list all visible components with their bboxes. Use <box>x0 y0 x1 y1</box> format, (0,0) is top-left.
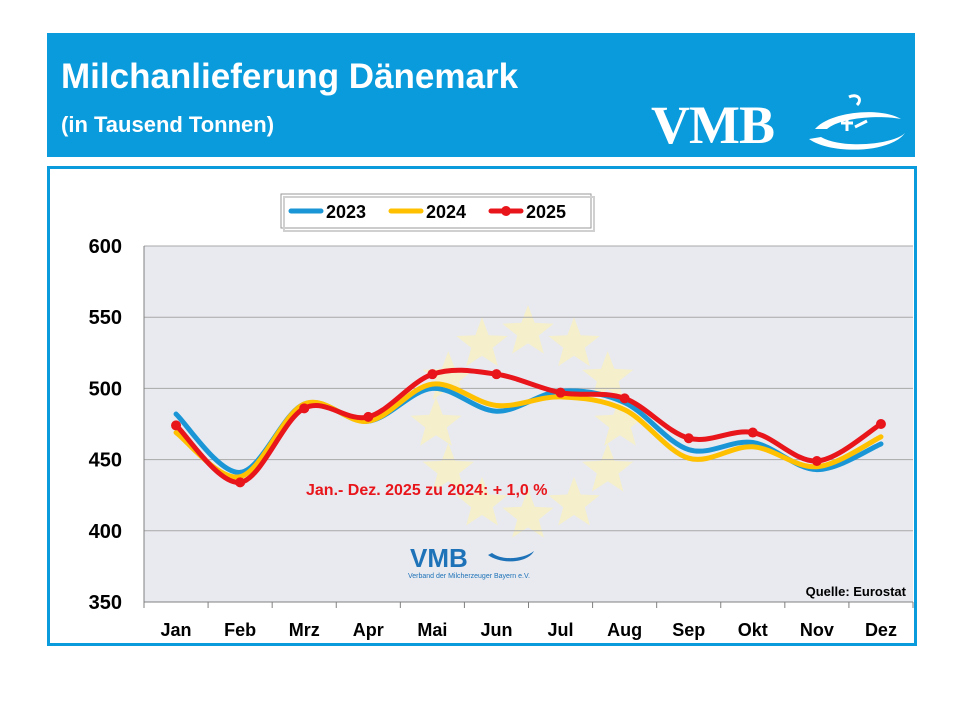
data-point-2025 <box>427 369 438 380</box>
page-title: Milchanlieferung Dänemark <box>61 57 519 96</box>
legend: 2023 2024 2025 <box>280 193 595 232</box>
watermark-tagline: Verband der Milcherzeuger Bayern e.V. <box>408 573 530 580</box>
x-tick-label: Mai <box>417 620 447 640</box>
eu-star-icon <box>594 397 646 446</box>
eu-star-icon <box>422 351 474 400</box>
x-tick-label: Mrz <box>289 620 320 640</box>
x-tick-label: Dez <box>865 620 897 640</box>
legend-label-2024: 2024 <box>426 202 466 222</box>
y-tick-label: 450 <box>89 450 122 472</box>
eu-star-icon <box>502 489 554 538</box>
vmb-swoosh-icon <box>809 94 905 150</box>
legend-label-2023: 2023 <box>326 202 366 222</box>
x-tick-label: Feb <box>224 620 256 640</box>
y-tick-label: 400 <box>89 521 122 543</box>
vmb-watermark: VMB Verband der Milcherzeuger Bayern e.V… <box>408 543 534 580</box>
data-point-2025 <box>299 403 310 414</box>
y-tick-label: 600 <box>89 236 122 258</box>
series-line-2024 <box>173 381 884 480</box>
y-tick-label: 550 <box>89 307 122 329</box>
x-tick-label: Aug <box>607 620 642 640</box>
legend-shadow <box>283 196 595 232</box>
data-point-2025 <box>363 411 374 422</box>
data-point-2025 <box>811 456 822 467</box>
x-tick-label: Nov <box>800 620 834 640</box>
eu-stars-background <box>410 305 646 538</box>
eu-star-icon <box>548 317 600 367</box>
x-tick-label: Jan <box>161 620 192 640</box>
line-chart: VMB Verband der Milcherzeuger Bayern e.V… <box>89 193 914 640</box>
x-tick-label: Apr <box>353 620 384 640</box>
annotation-text: Jan.- Dez. 2025 zu 2024: + 1,0 % <box>306 482 547 499</box>
plot-area <box>144 246 913 602</box>
vmb-logo-text: VMB <box>651 95 775 155</box>
data-point-2025 <box>171 420 182 431</box>
x-tick-label: Okt <box>738 620 768 640</box>
y-tick-label: 500 <box>89 378 122 400</box>
x-tick-label: Sep <box>672 620 705 640</box>
source-text: Quelle: Eurostat <box>806 584 907 599</box>
legend-box <box>280 193 592 229</box>
y-tick-label: 350 <box>89 592 122 614</box>
eu-star-icon <box>582 443 634 492</box>
eu-star-icon <box>502 305 554 354</box>
x-tick-label: Jul <box>548 620 574 640</box>
eu-star-icon <box>422 443 474 492</box>
eu-star-icon <box>582 351 634 400</box>
x-tick-label: Jun <box>480 620 512 640</box>
header-banner: Milchanlieferung Dänemark (in Tausend To… <box>47 33 915 157</box>
data-point-2025 <box>875 419 886 429</box>
eu-star-icon <box>548 476 600 526</box>
watermark-logo-text: VMB <box>410 543 468 573</box>
chart-container: VMB Verband der Milcherzeuger Bayern e.V… <box>47 166 917 646</box>
data-point-2025 <box>235 477 246 488</box>
eu-star-icon <box>410 397 462 446</box>
legend-marker-2025 <box>501 206 511 216</box>
legend-label-2025: 2025 <box>526 202 566 222</box>
data-point-2025 <box>747 427 758 438</box>
watermark-swoosh-icon <box>488 551 534 562</box>
eu-star-icon <box>456 476 508 526</box>
data-point-2025 <box>555 387 566 398</box>
data-point-2025 <box>683 433 694 444</box>
vmb-logo: VMB <box>651 93 911 157</box>
data-point-2025 <box>619 393 630 404</box>
eu-star-icon <box>456 317 508 367</box>
data-point-2025 <box>491 369 502 380</box>
page-subtitle: (in Tausend Tonnen) <box>61 112 275 137</box>
